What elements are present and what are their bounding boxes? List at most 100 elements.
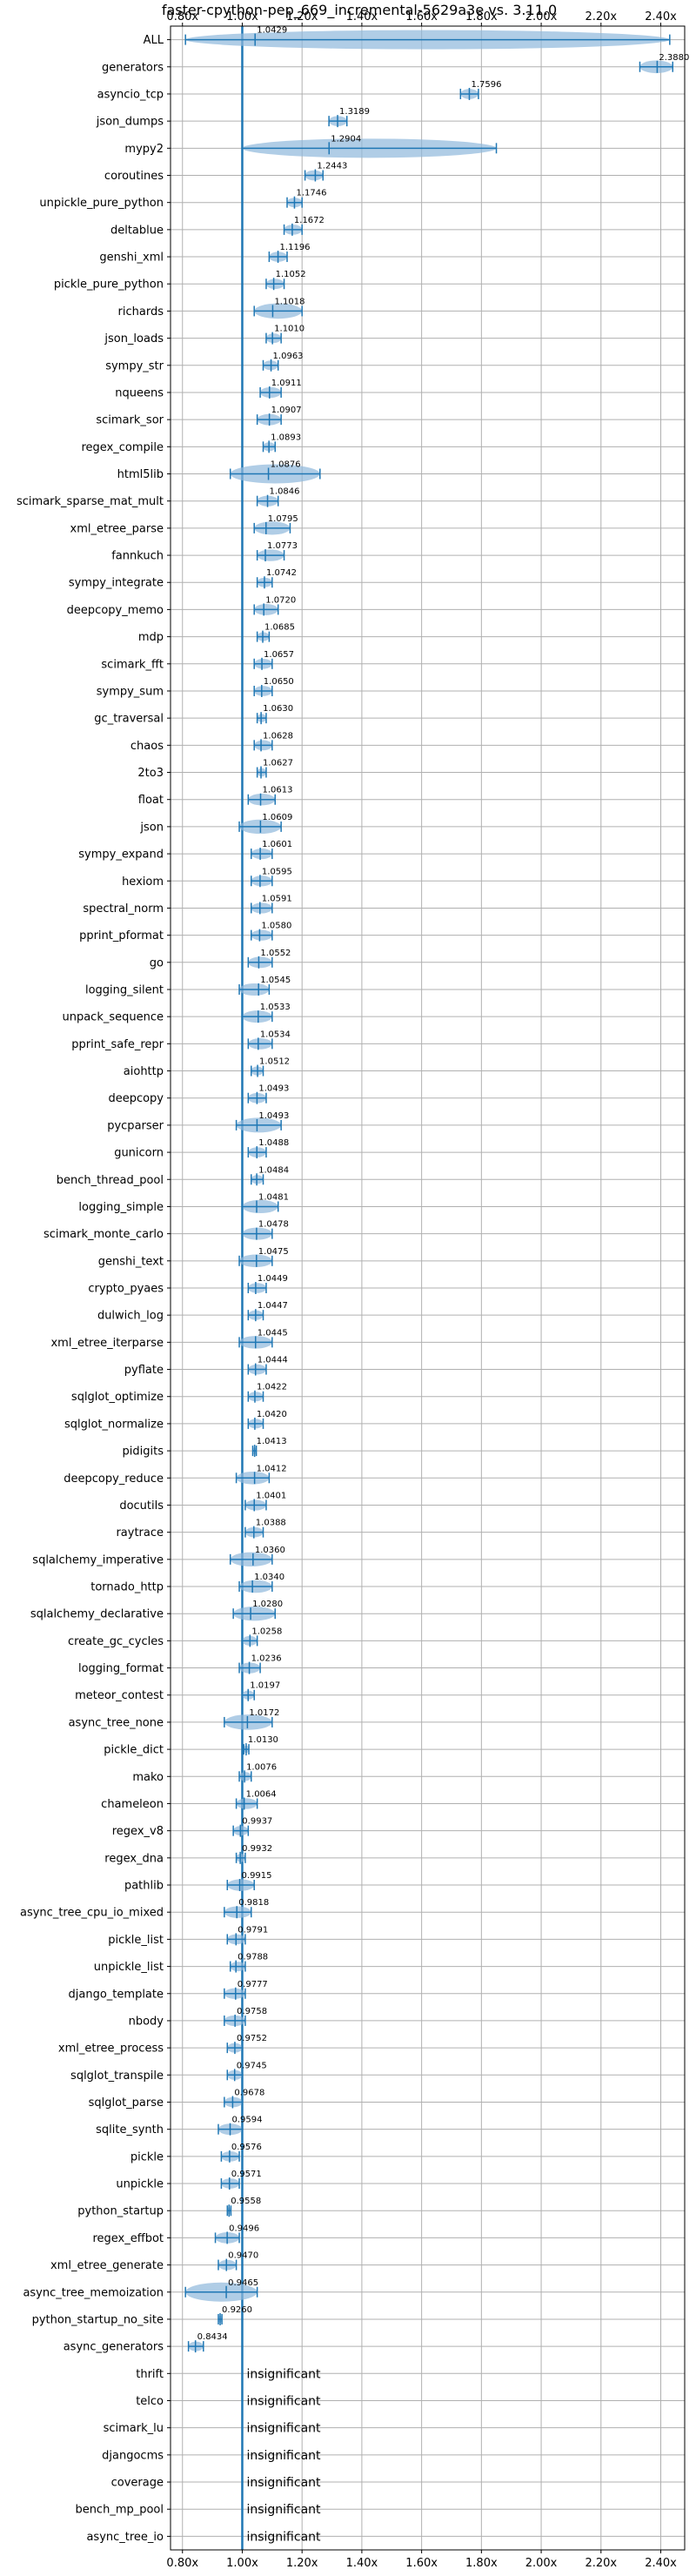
value-label: 1.0076 (246, 1762, 277, 1772)
insignificant-label: insignificant (246, 2503, 321, 2517)
benchmark-label: json (139, 821, 164, 834)
benchmark-label: raytrace (116, 1526, 164, 1540)
benchmark-label: django_template (69, 1988, 164, 2001)
benchmark-label: scimark_fft (101, 658, 164, 671)
value-label: 1.0236 (251, 1654, 282, 1664)
benchmark-label: scimark_sor (96, 414, 164, 427)
benchmark-label: pidigits (123, 1446, 164, 1459)
benchmark-label: sympy_integrate (69, 577, 164, 590)
benchmark-label: tornado_http (90, 1581, 164, 1594)
value-label: 1.0627 (263, 759, 293, 768)
value-label: 1.2904 (331, 134, 361, 144)
plot-frame (170, 25, 686, 2551)
axis-layer: 0.80x 0.80x 1.00x 1.00x 1.20x 1.20x 1.40x 1.40x… (17, 10, 686, 2570)
x-tick-label-bottom: 1.80x (465, 2557, 498, 2570)
marks-layer: 1.0429 2.3880 1.7596 1.3189 1.2904 1.2443 1.17… (184, 26, 689, 2550)
benchmark-label: ALL (144, 34, 164, 47)
value-label: 1.0795 (268, 514, 298, 524)
value-label: 0.9470 (228, 2251, 258, 2261)
benchmark-label: nqueens (115, 386, 164, 399)
x-tick-label-top: 2.40x (645, 10, 677, 23)
x-tick-label-bottom: 2.20x (585, 2557, 617, 2570)
value-label: 0.9932 (242, 1844, 272, 1854)
value-label: 1.0876 (271, 460, 301, 470)
value-label: 1.1672 (294, 216, 325, 225)
benchmark-label: logging_format (78, 1662, 164, 1675)
value-label: 1.0911 (271, 379, 302, 388)
value-label: 1.0591 (262, 894, 292, 903)
benchmark-label: deltablue (110, 224, 164, 237)
value-label: 1.0172 (249, 1708, 279, 1718)
value-label: 1.0657 (264, 650, 294, 660)
value-label: 1.0445 (258, 1328, 288, 1338)
value-label: 0.9571 (231, 2170, 262, 2179)
chart-title: faster-cpython-pep_669_incremental-5629a… (162, 2, 557, 19)
value-label: 1.0907 (271, 406, 302, 415)
value-label: 1.0552 (260, 949, 291, 958)
benchmark-label: logging_silent (85, 983, 164, 996)
x-tick-label-bottom: 1.20x (286, 2557, 318, 2570)
benchmark-label: deepcopy_reduce (64, 1472, 164, 1486)
value-label: 1.0493 (258, 1111, 289, 1121)
benchmark-label: pycparser (107, 1119, 164, 1132)
value-label: 1.0475 (258, 1247, 289, 1257)
x-tick-label-top: 0.80x (166, 10, 198, 23)
benchmark-label: sqlglot_parse (89, 2096, 164, 2110)
benchmark-label: asyncio_tcp (97, 88, 164, 101)
benchmark-label: pickle_list (108, 1934, 164, 1947)
benchmark-label: gc_traversal (94, 713, 164, 726)
value-label: 1.0630 (263, 704, 293, 714)
value-label: 0.9788 (238, 1953, 268, 1962)
value-label: 1.0545 (260, 976, 291, 985)
value-label: 1.1052 (276, 270, 306, 279)
value-label: 1.3189 (339, 107, 370, 117)
benchmark-label: genshi_text (98, 1255, 164, 1268)
value-label: 1.0580 (261, 922, 291, 931)
value-label: 1.0258 (251, 1627, 282, 1636)
x-tick-label-top: 1.40x (346, 10, 378, 23)
value-label: 0.9818 (238, 1898, 269, 1908)
value-label: 1.0846 (270, 487, 300, 497)
value-label: 0.9260 (222, 2305, 252, 2315)
value-label: 1.0742 (266, 568, 297, 578)
benchmark-label: crypto_pyaes (88, 1283, 164, 1296)
benchmark-label: deepcopy_memo (67, 604, 164, 617)
value-label: 0.9594 (232, 2116, 263, 2125)
benchmark-label: regex_v8 (112, 1825, 164, 1838)
benchmark-label: python_startup_no_site (32, 2313, 164, 2326)
value-label: 1.0420 (257, 1410, 287, 1419)
benchmark-label: json_loads (104, 332, 164, 345)
value-label: 1.0401 (256, 1491, 286, 1500)
benchmark-label: create_gc_cycles (68, 1635, 164, 1648)
benchmark-label: pathlib (124, 1880, 164, 1893)
benchmark-label: meteor_contest (75, 1689, 164, 1702)
insignificant-label: insignificant (246, 2449, 321, 2463)
benchmark-label: sqlglot_transpile (70, 2070, 164, 2083)
insignificant-label: insignificant (246, 2394, 321, 2408)
benchmark-label: sympy_sum (97, 685, 164, 698)
benchmark-label: unpickle_pure_python (39, 197, 164, 210)
benchmark-label: djangocms (102, 2449, 164, 2462)
x-tick-label-bottom: 1.60x (405, 2557, 438, 2570)
benchmark-label: unpack_sequence (62, 1011, 164, 1024)
benchmark-label: telco (136, 2395, 164, 2408)
value-label: 0.9791 (238, 1925, 268, 1935)
benchmark-label: unpickle_list (94, 1961, 164, 1974)
benchmark-label: generators (102, 61, 164, 74)
benchmark-label: hexiom (122, 875, 164, 889)
value-label: 1.0601 (262, 840, 292, 849)
value-label: 1.0447 (258, 1301, 288, 1311)
x-tick-label-bottom: 2.00x (525, 2557, 558, 2570)
benchmark-label: pickle_dict (104, 1744, 164, 1757)
value-label: 1.0650 (264, 677, 294, 687)
benchmark-label: fannkuch (111, 550, 164, 563)
value-label: 1.7596 (471, 80, 501, 90)
benchmark-label: pickle (130, 2150, 164, 2163)
value-label: 1.0478 (258, 1220, 289, 1230)
benchmark-label: pprint_pformat (79, 929, 164, 943)
benchmark-label: float (138, 794, 164, 807)
benchmark-label: dulwich_log (97, 1310, 164, 1323)
value-label: 1.0429 (257, 26, 287, 36)
benchmark-label: sqlalchemy_imperative (32, 1553, 164, 1566)
benchmark-label: genshi_xml (99, 252, 164, 265)
